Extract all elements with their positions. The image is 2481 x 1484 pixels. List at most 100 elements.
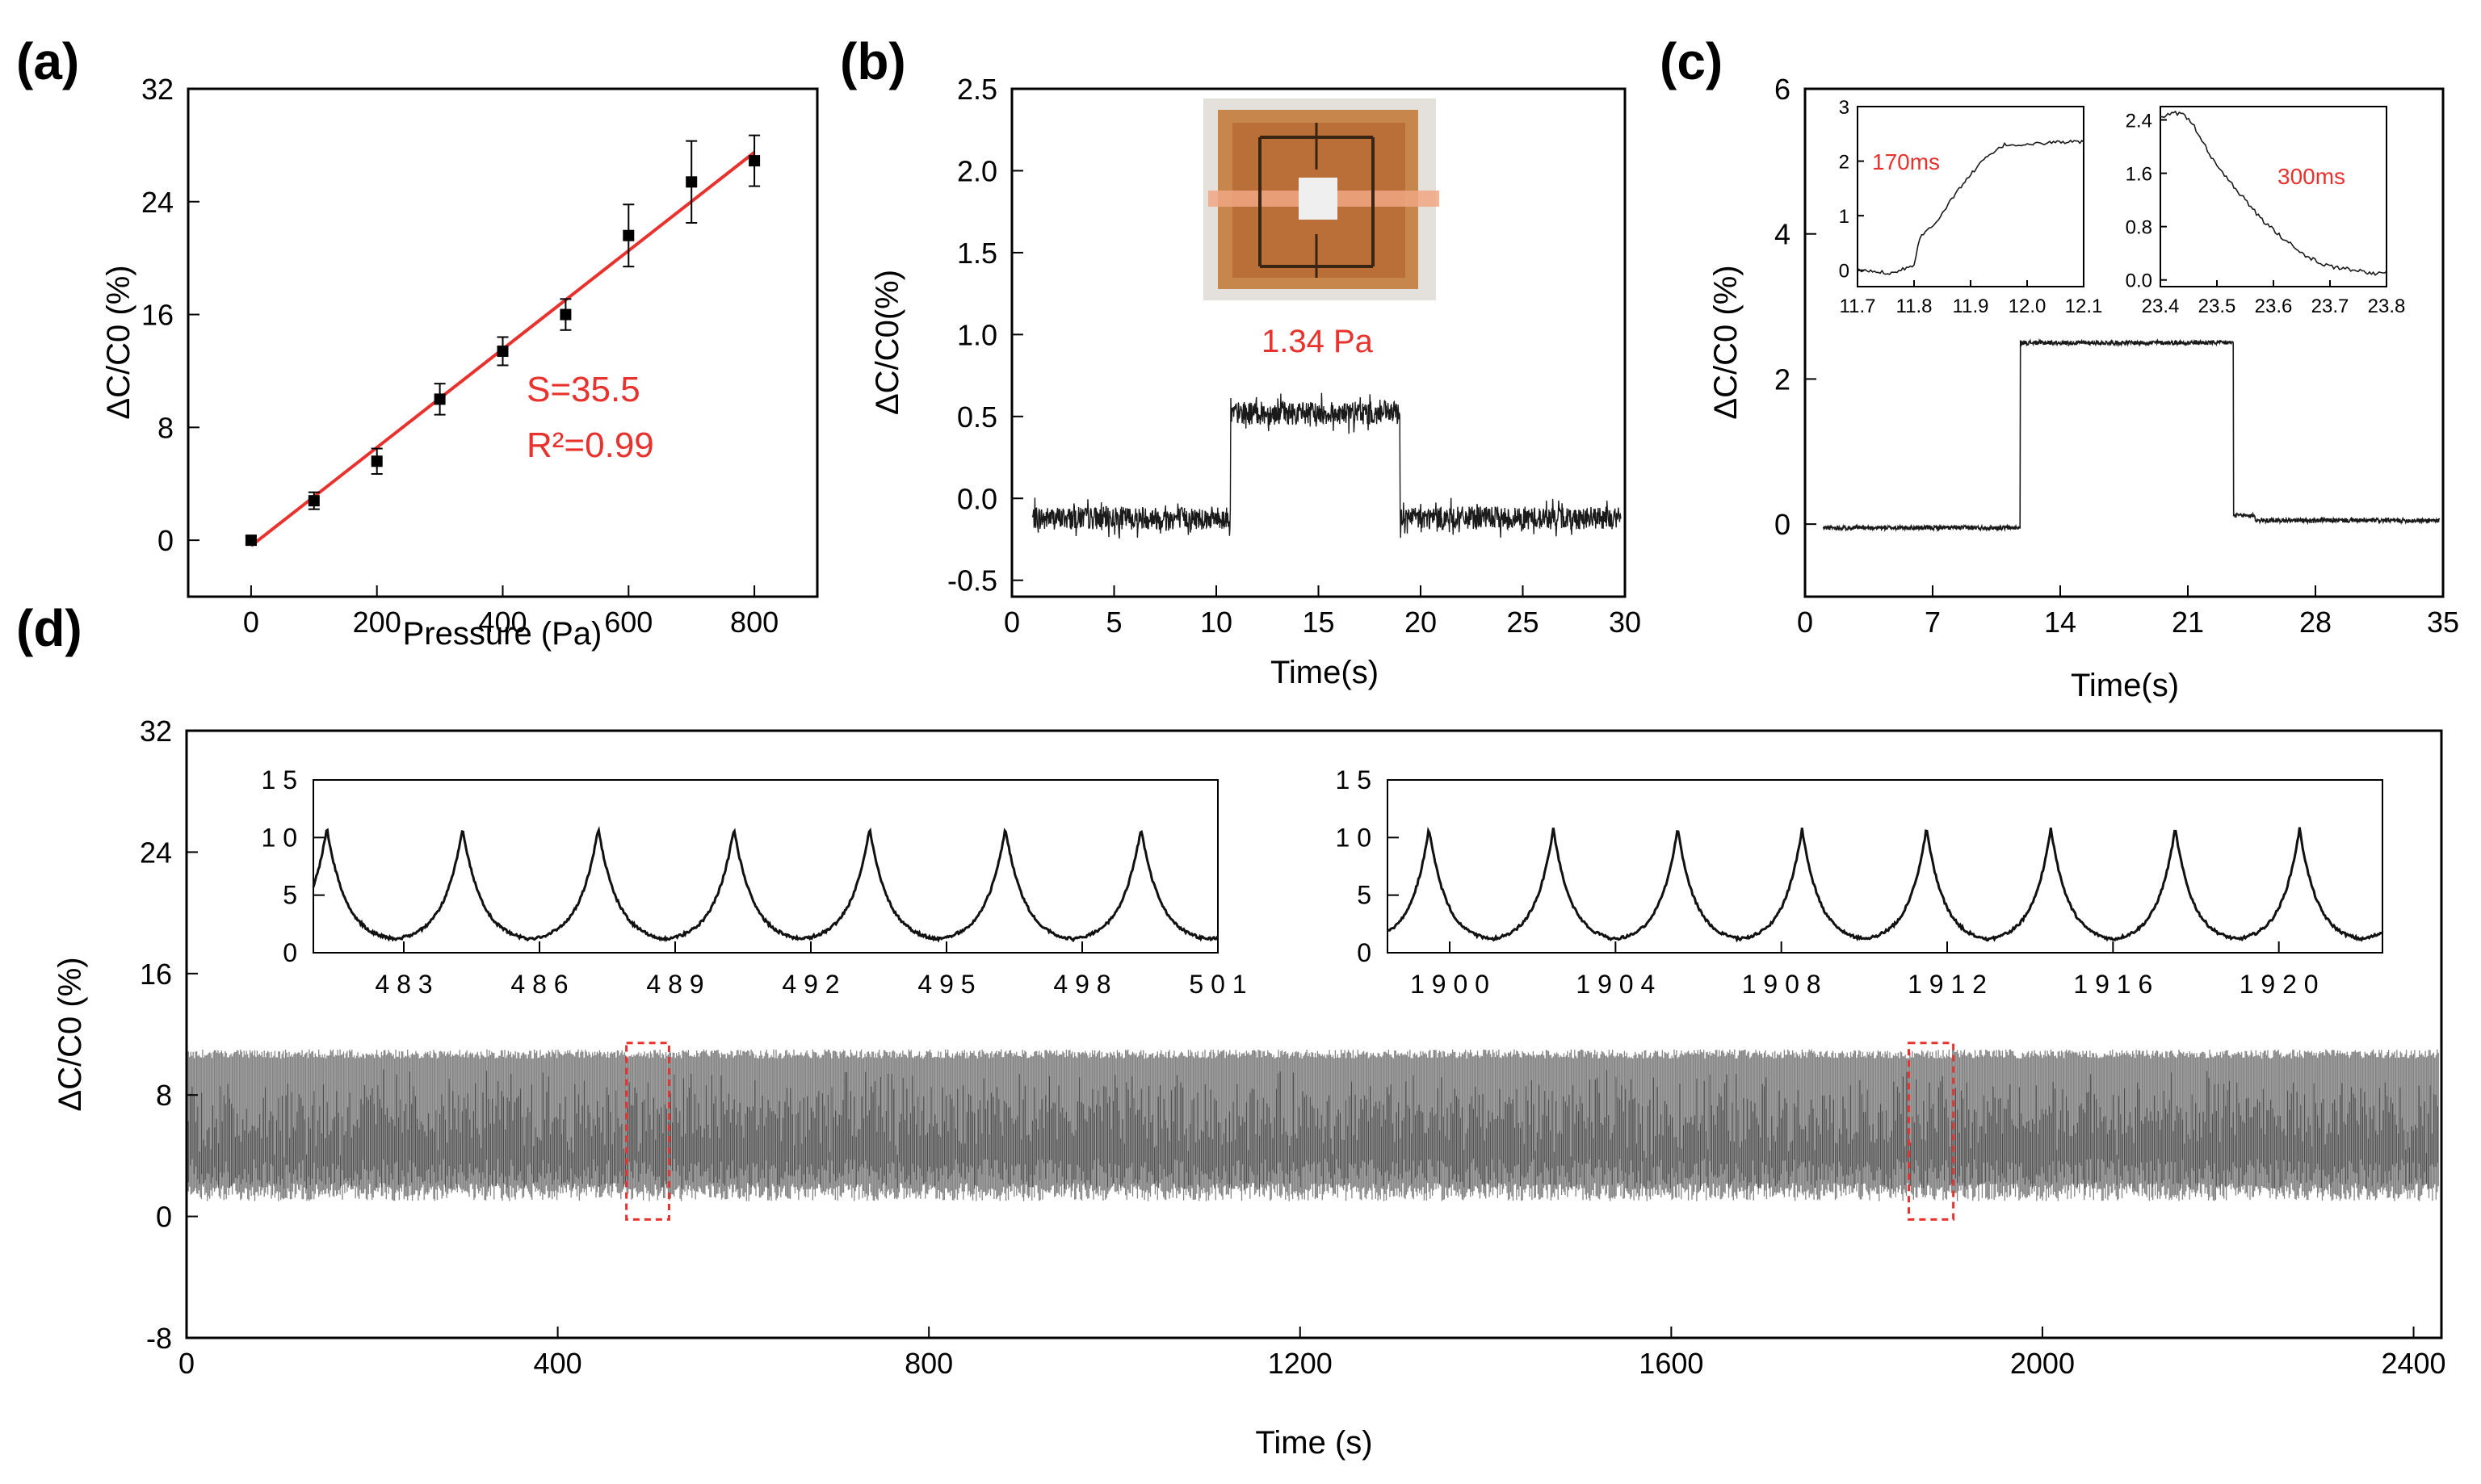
panel-c-inset-1-ytick-label: 1 — [1839, 206, 1849, 228]
panel-d-inset-2-frame — [1387, 779, 2383, 954]
panel-d-inset-2-line — [1387, 826, 2383, 943]
panel-d-inset-2-ytick-label: 1 5 — [1336, 765, 1371, 794]
slope-annotation: S=35.5 — [527, 370, 640, 409]
panel-d-inset-1-xtick-label: 4 9 5 — [917, 970, 975, 999]
panel-a-ytick-label: 24 — [141, 186, 174, 219]
panel-b-xtick-label: 25 — [1506, 606, 1539, 639]
panel-a-xtick-label: 400 — [478, 606, 527, 639]
panel-a-ytick-label: 0 — [157, 524, 174, 557]
panel-d-inset-2-xtick-label: 1 9 1 6 — [2073, 970, 2152, 999]
panel-a-ytick-label: 16 — [141, 299, 174, 332]
panel-d-ytick-label: 0 — [156, 1201, 172, 1234]
panel-c-xtick-label: 28 — [2299, 606, 2332, 639]
panel-a-point — [497, 345, 509, 357]
panel-c-ylabel: ΔC/C0 (%) — [1708, 265, 1744, 419]
panel-label-d: (d) — [16, 599, 82, 657]
panel-b-ytick-label: 0.5 — [957, 400, 997, 434]
panel-b-ylabel: ΔC/C0(%) — [870, 270, 905, 415]
panel-a-ytick-label: 8 — [157, 411, 174, 444]
panel-c-xtick-label: 7 — [1925, 606, 1941, 639]
panel-d-inset-1-xtick-label: 4 8 9 — [646, 970, 703, 999]
panel-b-ytick-label: 1.5 — [957, 237, 997, 270]
panel-d-inset-2-ytick-label: 0 — [1357, 938, 1371, 967]
panel-b-xlabel: Time(s) — [1270, 655, 1379, 690]
panel-c-inset-2-ytick-label: 0.8 — [2126, 217, 2152, 239]
panel-c-ytick-label: 6 — [1774, 73, 1790, 106]
panel-b-signal-line — [1031, 392, 1622, 539]
panel-a-point — [623, 229, 635, 241]
panel-c-signal-line — [1822, 337, 2441, 533]
panel-d-xtick-label: 2400 — [2381, 1347, 2445, 1380]
panel-label-a: (a) — [16, 32, 79, 90]
panel-d-xtick-label: 1200 — [1268, 1347, 1333, 1380]
panel-b-xtick-label: 0 — [1004, 606, 1020, 639]
panel-c-xtick-label: 14 — [2044, 606, 2076, 639]
panel-d-inset-2-ytick-label: 1 0 — [1336, 823, 1371, 852]
panel-d-inset-1-ytick-label: 5 — [283, 881, 297, 910]
panel-b-ytick-label: 0.0 — [957, 482, 997, 515]
panel-a-ylabel: ΔC/C0 (%) — [101, 265, 136, 419]
panel-c-inset-1-frame — [1857, 106, 2084, 287]
panel-d-highlight-window — [625, 1042, 670, 1221]
panel-d-inset-1-ytick-label: 1 0 — [262, 823, 297, 852]
panel-c-xtick-label: 35 — [2427, 606, 2459, 639]
panel-b-ytick-label: 1.0 — [957, 318, 997, 351]
panel-a-xtick-label: 600 — [604, 606, 653, 639]
panel-a-ytick-label: 32 — [141, 73, 174, 106]
panel-c-inset-1-ytick-label: 0 — [1839, 261, 1849, 283]
panel-d-inset-1-ytick-label: 1 5 — [262, 765, 297, 794]
panel-d-xtick-label: 400 — [534, 1347, 582, 1380]
panel-a-point — [560, 308, 572, 321]
panel-d-inset-1-xtick-label: 4 9 2 — [782, 970, 839, 999]
panel-a-point — [686, 176, 698, 188]
panel-d-ytick-label: 24 — [140, 836, 172, 869]
panel-b-xtick-label: 20 — [1404, 606, 1437, 639]
panel-c-inset-1-xtick-label: 11.7 — [1840, 296, 1876, 317]
panel-a-point — [371, 455, 383, 467]
panel-d-xtick-label: 1600 — [1639, 1347, 1703, 1380]
panel-d-inset-2-xtick-label: 1 9 0 4 — [1576, 970, 1655, 999]
panel-a-point — [308, 495, 320, 507]
panel-d-xlabel: Time (s) — [1255, 1425, 1372, 1461]
panel-label-b: (b) — [840, 32, 906, 90]
panel-d-inset-1-xtick-label: 4 8 3 — [375, 970, 432, 999]
panel-c-inset-1-xtick-label: 12.0 — [2009, 296, 2047, 317]
panel-b-xtick-label: 5 — [1106, 606, 1122, 639]
panel-d-inset-1-xtick-label: 4 9 8 — [1053, 970, 1110, 999]
panel-a-xtick-label: 0 — [243, 606, 259, 639]
sensor-photo — [1203, 99, 1439, 300]
panel-b-ytick-label: -0.5 — [947, 564, 997, 597]
panel-c-ytick-label: 4 — [1774, 218, 1790, 251]
panel-c-frame — [1803, 87, 2445, 598]
fall-time-annotation: 300ms — [2277, 164, 2345, 189]
panel-b-ytick-label: 2.0 — [957, 154, 997, 187]
panel-c-xtick-label: 0 — [1797, 606, 1813, 639]
panel-d-inset-1-frame — [313, 779, 1219, 954]
panel-c-ytick-label: 0 — [1774, 508, 1790, 541]
panel-d-inset-2-xtick-label: 1 9 1 2 — [1908, 970, 1987, 999]
panel-a-xtick-label: 800 — [730, 606, 779, 639]
panel-a-xtick-label: 200 — [353, 606, 401, 639]
pressure-annotation: 1.34 Pa — [1261, 324, 1374, 359]
panel-d-xtick-label: 2000 — [2010, 1347, 2075, 1380]
panel-c-inset-1-xtick-label: 11.8 — [1896, 296, 1933, 317]
panel-c-inset-2-xtick-label: 23.5 — [2198, 296, 2236, 317]
panel-c-inset-2-xtick-label: 23.4 — [2142, 296, 2180, 317]
panel-d-inset-2-xtick-label: 1 9 0 0 — [1410, 970, 1489, 999]
panel-c-inset-1-xtick-label: 12.1 — [2065, 296, 2103, 317]
panel-d-inset-2-xtick-label: 1 9 2 0 — [2240, 970, 2319, 999]
rise-time-annotation: 170ms — [1872, 149, 1940, 174]
panel-c-inset-1-ytick-label: 3 — [1839, 97, 1849, 119]
panel-c-inset-2-xtick-label: 23.6 — [2255, 296, 2293, 317]
r2-annotation: R²=0.99 — [527, 425, 654, 465]
panel-a-xlabel: Pressure (Pa) — [403, 616, 602, 652]
panel-c-inset-2-ytick-label: 1.6 — [2126, 164, 2152, 186]
panel-b-ytick-label: 2.5 — [957, 73, 997, 106]
panel-c-xlabel: Time(s) — [2071, 668, 2179, 703]
panel-d-inset-2-ytick-label: 5 — [1357, 881, 1371, 910]
panel-d-xtick-label: 0 — [178, 1347, 195, 1380]
panel-c-inset-2-xtick-label: 23.8 — [2368, 296, 2406, 317]
panel-d-inset-2-xtick-label: 1 9 0 8 — [1742, 970, 1821, 999]
